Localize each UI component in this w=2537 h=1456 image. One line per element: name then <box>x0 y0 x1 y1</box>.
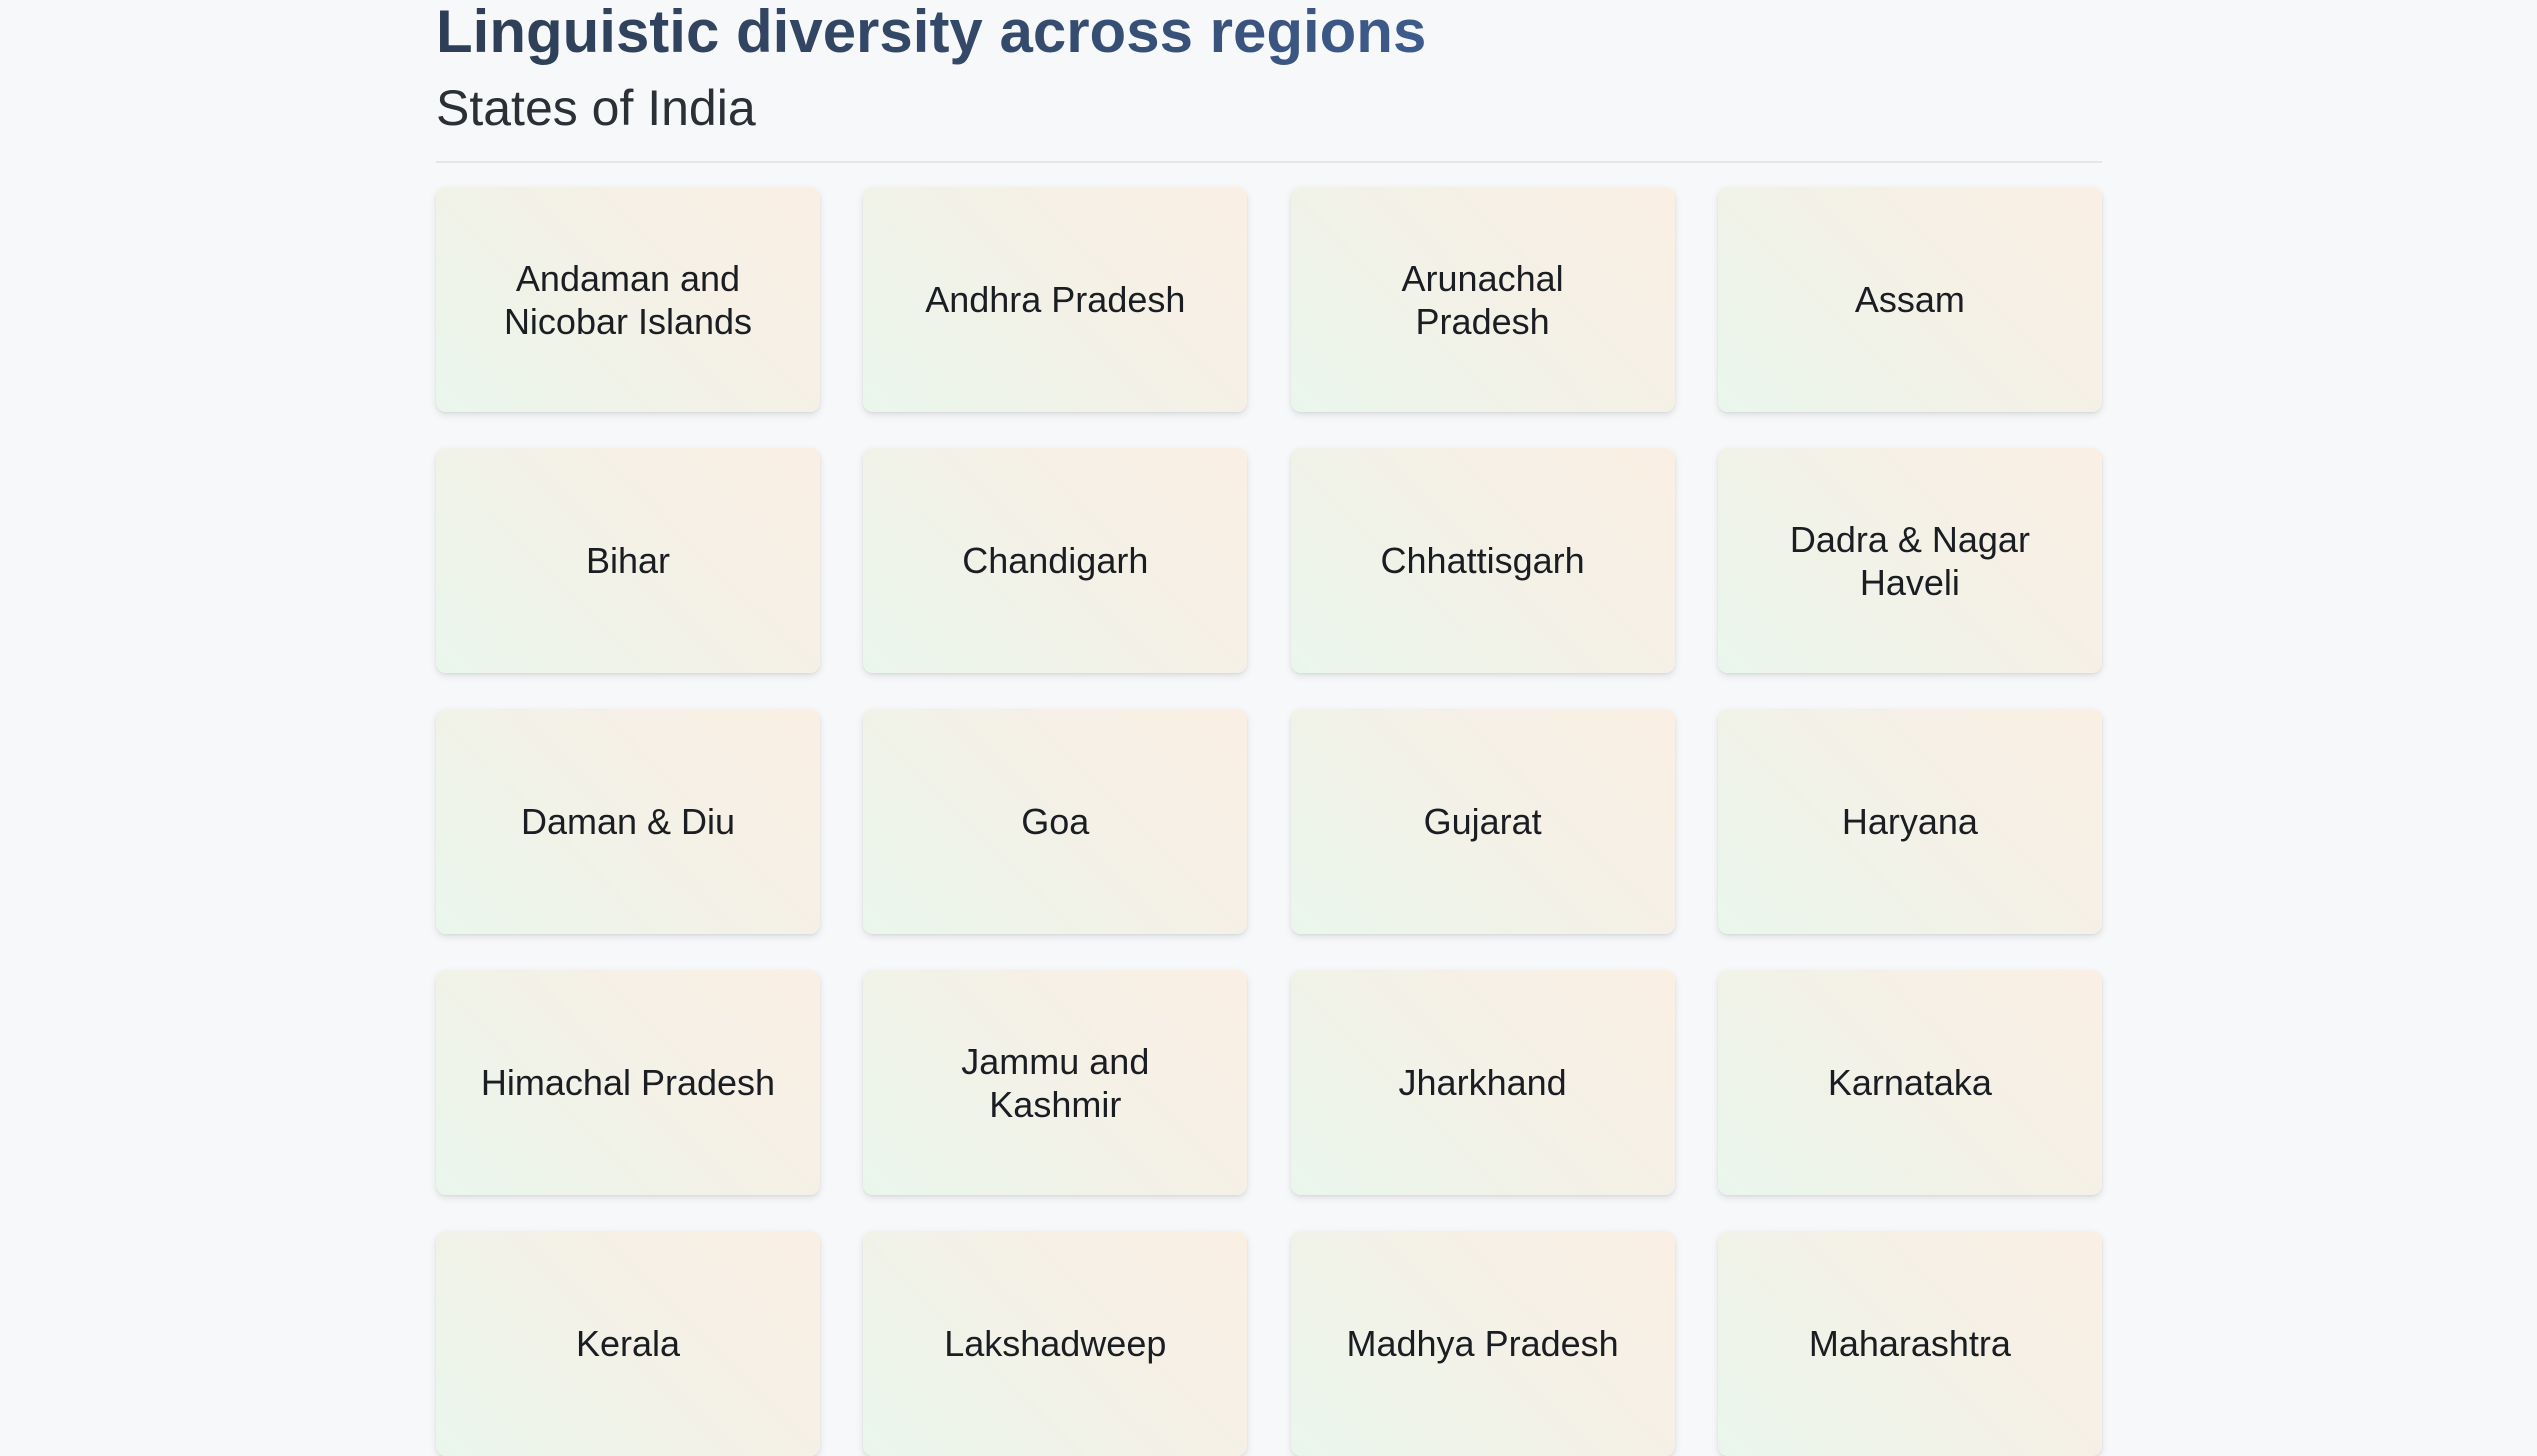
state-card-label: Kerala <box>575 1323 681 1364</box>
state-card-label: Gujarat <box>1423 801 1542 842</box>
state-card-haryana[interactable]: Haryana <box>1717 709 2102 934</box>
state-card-dadra-nagar-haveli[interactable]: Dadra & Nagar Haveli <box>1717 448 2102 673</box>
state-card-assam[interactable]: Assam <box>1717 187 2102 412</box>
state-card-maharashtra[interactable]: Maharashtra <box>1717 1231 2102 1456</box>
state-card-label: Lakshadweep <box>944 1323 1167 1364</box>
state-card-label: Karnataka <box>1827 1062 1992 1103</box>
state-card-daman-diu[interactable]: Daman & Diu <box>436 709 820 934</box>
state-card-label: Arunachal Pradesh <box>1401 257 1564 342</box>
state-card-label: Chandigarh <box>962 540 1149 581</box>
state-card-goa[interactable]: Goa <box>863 709 1248 934</box>
state-card-label: Madhya Pradesh <box>1346 1323 1619 1364</box>
state-card-lakshadweep[interactable]: Lakshadweep <box>863 1231 1248 1456</box>
state-card-label: Jammu and Kashmir <box>961 1040 1150 1125</box>
state-card-himachal-pradesh[interactable]: Himachal Pradesh <box>436 970 820 1195</box>
state-card-label: Goa <box>1021 801 1090 842</box>
state-card-jharkhand[interactable]: Jharkhand <box>1290 970 1675 1195</box>
state-card-label: Andaman and Nicobar Islands <box>503 257 753 342</box>
state-card-label: Chhattisgarh <box>1380 540 1585 581</box>
state-card-andaman-and-nicobar-islands[interactable]: Andaman and Nicobar Islands <box>436 187 820 412</box>
page-subtitle: States of India <box>436 80 756 136</box>
state-card-label: Daman & Diu <box>520 801 736 842</box>
state-card-label: Maharashtra <box>1808 1323 2011 1364</box>
state-card-label: Assam <box>1854 279 1965 320</box>
page-title: Linguistic diversity across regions <box>436 0 1426 68</box>
state-card-label: Himachal Pradesh <box>480 1062 776 1103</box>
state-card-madhya-pradesh[interactable]: Madhya Pradesh <box>1290 1231 1675 1456</box>
state-card-karnataka[interactable]: Karnataka <box>1717 970 2102 1195</box>
state-card-chandigarh[interactable]: Chandigarh <box>863 448 1248 673</box>
state-card-chhattisgarh[interactable]: Chhattisgarh <box>1290 448 1675 673</box>
state-card-label: Haryana <box>1841 801 1978 842</box>
header-divider <box>436 161 2102 163</box>
state-card-label: Jharkhand <box>1398 1062 1567 1103</box>
state-card-andhra-pradesh[interactable]: Andhra Pradesh <box>863 187 1248 412</box>
state-card-bihar[interactable]: Bihar <box>436 448 820 673</box>
state-card-gujarat[interactable]: Gujarat <box>1290 709 1675 934</box>
state-card-jammu-and-kashmir[interactable]: Jammu and Kashmir <box>863 970 1248 1195</box>
state-card-kerala[interactable]: Kerala <box>436 1231 820 1456</box>
state-card-arunachal-pradesh[interactable]: Arunachal Pradesh <box>1290 187 1675 412</box>
state-card-label: Bihar <box>585 540 671 581</box>
states-grid: Andaman and Nicobar Islands Andhra Prade… <box>436 187 2102 1456</box>
state-card-label: Andhra Pradesh <box>925 279 1186 320</box>
state-card-label: Dadra & Nagar Haveli <box>1789 518 2030 603</box>
